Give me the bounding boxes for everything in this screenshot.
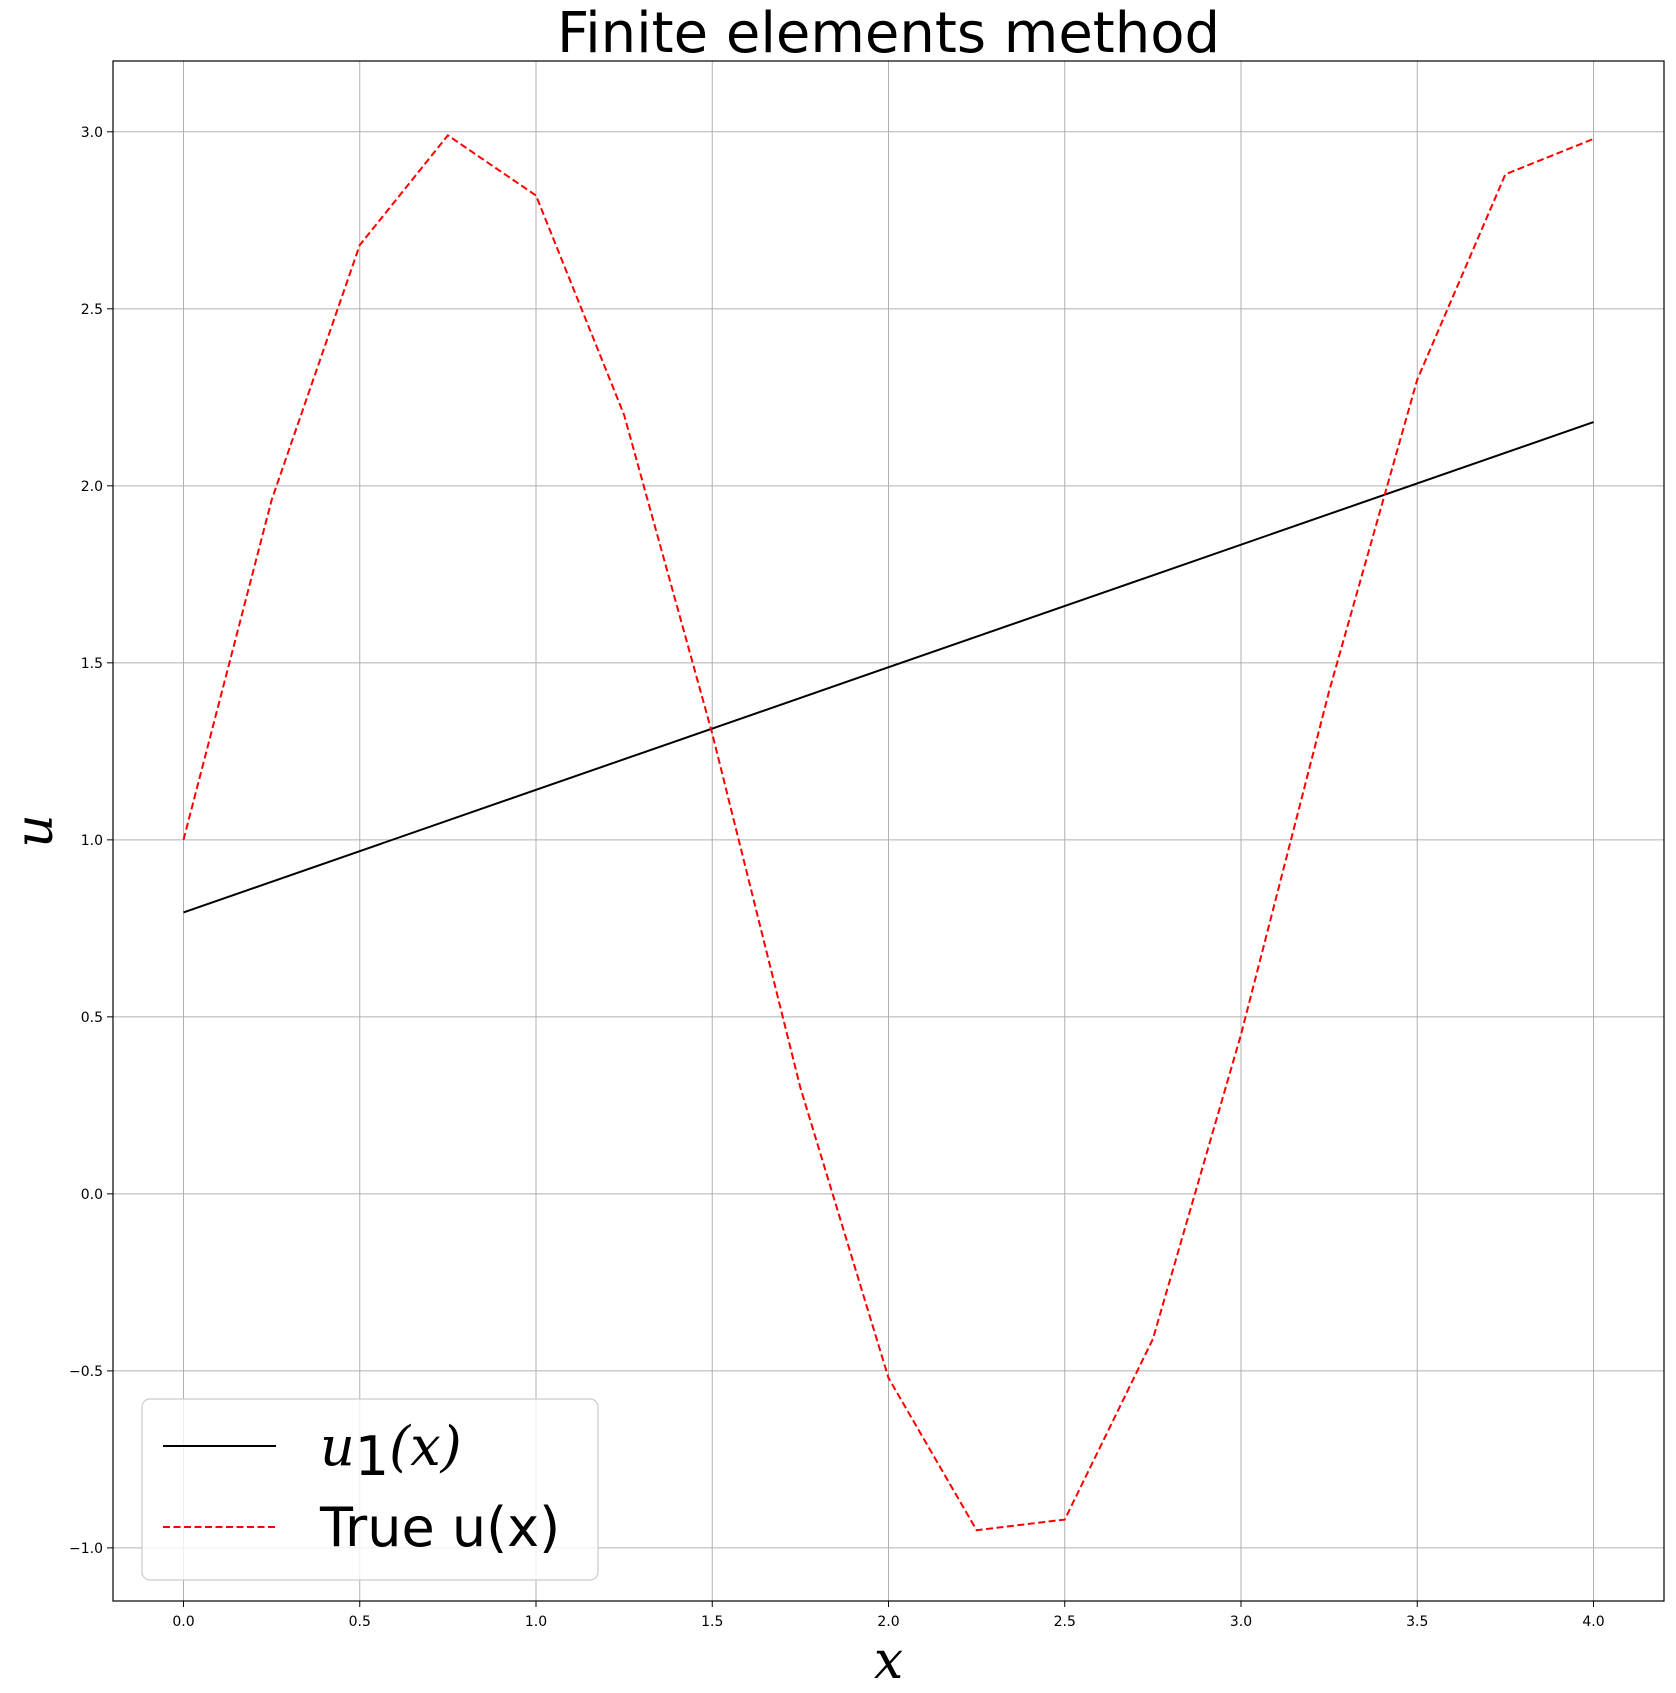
x-tick-label: 3.5 bbox=[1406, 1614, 1428, 1630]
y-axis-label: u bbox=[5, 814, 65, 848]
legend-label-true-u: True u(x) bbox=[319, 1496, 560, 1559]
x-tick-label: 0.0 bbox=[172, 1614, 194, 1630]
legend-label-u1: u1(x) bbox=[320, 1415, 462, 1488]
series-line-1 bbox=[182, 133, 1594, 1532]
y-tick-label: 0.0 bbox=[81, 1187, 103, 1203]
y-tick-label: 0.5 bbox=[81, 1010, 103, 1026]
x-tick-label: 1.0 bbox=[525, 1614, 547, 1630]
y-tick-label: 1.5 bbox=[81, 656, 103, 672]
y-tick-label: 1.0 bbox=[81, 833, 103, 849]
x-tick-label: 2.5 bbox=[1054, 1614, 1076, 1630]
x-tick-label: 2.0 bbox=[877, 1614, 899, 1630]
y-tick-label: 2.0 bbox=[81, 479, 103, 495]
ticks: 0.0 0.5 1.0 1.5 2.0 2.5 3.0 3.5 4.0 −1.0 −0.5 0.0 0.… bbox=[69, 125, 1605, 1630]
y-tick-label: −1.0 bbox=[69, 1541, 103, 1557]
series-line-0 bbox=[183, 421, 1594, 914]
grid bbox=[113, 61, 1664, 1601]
x-axis-label: x bbox=[874, 1631, 903, 1691]
y-tick-label: 2.5 bbox=[81, 302, 103, 318]
x-tick-label: 1.5 bbox=[701, 1614, 723, 1630]
legend: u1(x) True u(x) bbox=[141, 1398, 599, 1581]
chart-title: Finite elements method bbox=[557, 1, 1220, 66]
y-tick-label: 3.0 bbox=[81, 125, 103, 141]
legend-box bbox=[141, 1398, 599, 1581]
y-tick-label: −0.5 bbox=[69, 1364, 103, 1380]
x-tick-label: 3.0 bbox=[1230, 1614, 1252, 1630]
series-layer bbox=[182, 133, 1594, 1532]
x-tick-label: 4.0 bbox=[1582, 1614, 1604, 1630]
x-tick-label: 0.5 bbox=[349, 1614, 371, 1630]
